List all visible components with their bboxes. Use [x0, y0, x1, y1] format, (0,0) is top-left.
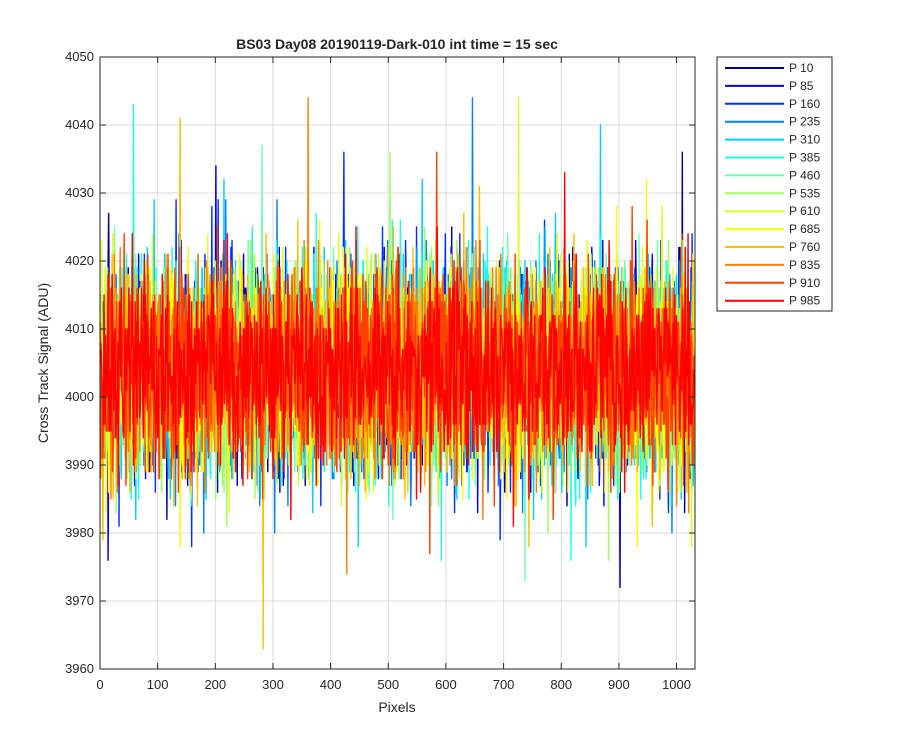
y-tick-label: 4000 — [65, 389, 94, 404]
axes-box — [99, 56, 696, 670]
x-tick-label: 900 — [608, 677, 630, 692]
y-tick-label: 3970 — [65, 593, 94, 608]
x-tick-label: 500 — [377, 677, 399, 692]
x-tick-label: 100 — [147, 677, 169, 692]
legend-label: P 160 — [789, 97, 820, 111]
x-axis-ticks: 0 100 200 300 400 500 600 700 800 900 1000 — [96, 57, 691, 692]
legend-box — [716, 56, 833, 312]
legend-label: P 235 — [789, 115, 820, 129]
x-axis-label: Pixels — [378, 699, 415, 715]
legend-label: P 985 — [789, 294, 820, 308]
plot-area: 0 100 200 300 400 500 600 700 800 900 1000 3960 397… — [65, 49, 696, 692]
y-tick-label: 3960 — [65, 661, 94, 676]
x-tick-label: 0 — [96, 677, 103, 692]
legend-label: P 835 — [789, 258, 820, 272]
x-tick-label: 600 — [435, 677, 457, 692]
y-tick-label: 4030 — [65, 185, 94, 200]
legend-items: P 10 P 85 P 160 P 235 P 310 P 385 P 460 P 535 P … — [725, 61, 820, 308]
legend-label: P 535 — [789, 186, 820, 200]
y-tick-label: 4010 — [65, 321, 94, 336]
chart-title: BS03 Day08 20190119-Dark-010 int time = … — [236, 36, 558, 52]
x-tick-label: 700 — [493, 677, 515, 692]
x-tick-label: 800 — [550, 677, 572, 692]
series-line-p-985 — [100, 171, 695, 527]
y-axis-label: Cross Track Signal (ADU) — [35, 283, 51, 443]
series-layer — [100, 97, 695, 650]
legend-label: P 685 — [789, 222, 820, 236]
y-tick-label: 4040 — [65, 117, 94, 132]
legend-label: P 760 — [789, 240, 820, 254]
legend-label: P 310 — [789, 133, 820, 147]
y-axis-ticks: 3960 3970 3980 3990 4000 4010 4020 4030 4040 4050 — [65, 49, 695, 676]
legend-label: P 385 — [789, 151, 820, 165]
legend-label: P 10 — [789, 61, 814, 75]
legend-label: P 85 — [789, 79, 814, 93]
x-tick-label: 400 — [320, 677, 342, 692]
x-tick-label: 1000 — [662, 677, 691, 692]
x-tick-label: 300 — [262, 677, 284, 692]
y-tick-label: 4050 — [65, 49, 94, 64]
legend-label: P 460 — [789, 168, 820, 182]
y-tick-label: 3980 — [65, 525, 94, 540]
y-tick-label: 3990 — [65, 457, 94, 472]
legend-label: P 910 — [789, 276, 820, 290]
x-tick-label: 200 — [204, 677, 226, 692]
legend: P 10 P 85 P 160 P 235 P 310 P 385 P 460 P 535 P … — [716, 56, 833, 312]
y-tick-label: 4020 — [65, 253, 94, 268]
legend-label: P 610 — [789, 204, 820, 218]
